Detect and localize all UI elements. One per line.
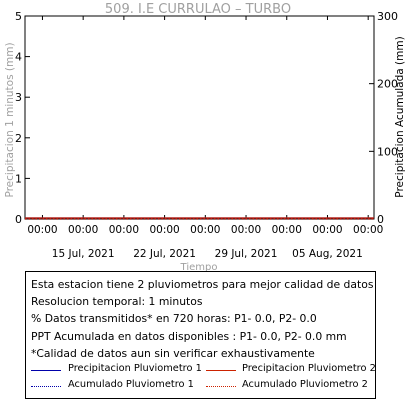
y-left-tick-label: 0 <box>15 213 22 226</box>
info-line-transmitted: % Datos transmitidos* en 720 horas: P1- … <box>31 312 317 325</box>
y-left-tick-label: 3 <box>15 91 22 104</box>
y-right-tick-label: 100 <box>377 145 398 158</box>
info-line-resolution: Resolucion temporal: 1 minutos <box>31 295 203 308</box>
legend-swatch-accum-p2 <box>206 386 236 387</box>
y-left-tick-label: 2 <box>15 132 22 145</box>
x-tick-time-label: 00:00 <box>109 224 139 236</box>
x-tick-time-label: 00:00 <box>312 224 342 236</box>
legend-swatch-precip-p1 <box>31 370 61 371</box>
x-tick-date-label: 15 Jul, 2021 <box>52 248 115 260</box>
legend-label-precip-p2: Precipitacion Pluviometro 2 <box>242 363 376 374</box>
y-left-tick-label: 4 <box>15 51 22 64</box>
legend-label-accum-p2: Acumulado Pluviometro 2 <box>242 379 368 390</box>
y-axis-right-label: Precipitacion Acumulada (mm) <box>394 36 406 197</box>
precipitation-chart: 509. I.E CURRULAO – TURBO 0 1 2 3 4 5 0 100 200… <box>4 2 406 272</box>
x-tick-time-label: 00:00 <box>27 224 57 236</box>
chart-title: 509. I.E CURRULAO – TURBO <box>105 2 291 17</box>
legend-label-accum-p1: Acumulado Pluviometro 1 <box>68 379 194 390</box>
y-axis-left-label: Precipitacion 1 minutos (mm) <box>4 42 16 197</box>
info-line-quality-note: *Calidad de datos aun sin verificar exha… <box>31 347 315 360</box>
y-left-tick-label: 1 <box>15 172 22 185</box>
x-tick-date-label: 05 Aug, 2021 <box>292 248 363 260</box>
legend-swatch-accum-p1 <box>31 386 61 387</box>
station-info-box: Esta estacion tiene 2 pluviometros para … <box>25 271 376 399</box>
x-tick-time-label: 00:00 <box>231 224 261 236</box>
legend-label-precip-p1: Precipitacion Pluviometro 1 <box>68 363 202 374</box>
y-left-tick-label: 5 <box>15 10 22 23</box>
x-tick-time-label: 00:00 <box>149 224 179 236</box>
y-right-tick-label: 300 <box>377 10 398 23</box>
info-line-pluviometers: Esta estacion tiene 2 pluviometros para … <box>31 278 374 291</box>
x-tick-time-label: 00:00 <box>68 224 98 236</box>
plot-frame <box>24 15 375 220</box>
info-line-accumulated: PPT Acumulada en datos disponibles : P1-… <box>31 330 347 343</box>
x-tick-date-label: 29 Jul, 2021 <box>215 248 278 260</box>
x-tick-date-label: 22 Jul, 2021 <box>133 248 196 260</box>
legend-swatch-precip-p2 <box>206 370 236 371</box>
x-tick-time-label: 00:00 <box>190 224 220 236</box>
x-tick-time-label: 00:00 <box>353 224 383 236</box>
y-right-tick-label: 200 <box>377 78 398 91</box>
x-axis-label: Tiempo <box>180 262 218 272</box>
y-right-tick-label: 0 <box>377 213 384 226</box>
x-tick-time-label: 00:00 <box>272 224 302 236</box>
